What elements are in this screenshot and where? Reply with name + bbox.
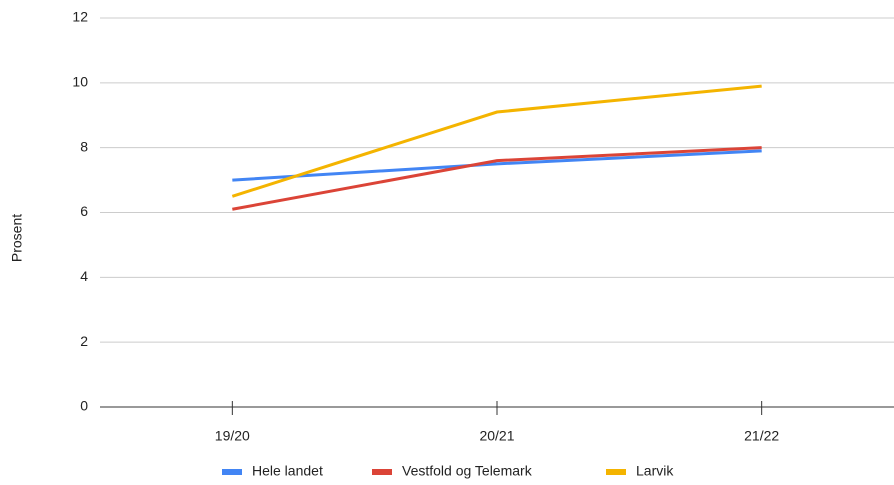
y-tick-label: 2 bbox=[80, 333, 88, 349]
y-tick-label: 12 bbox=[72, 9, 88, 25]
line-series bbox=[232, 149, 762, 182]
x-tick-label: 21/22 bbox=[744, 428, 779, 444]
legend-swatch bbox=[372, 469, 392, 475]
y-tick-label: 0 bbox=[80, 398, 88, 414]
y-tick-label: 8 bbox=[80, 138, 88, 154]
y-tick-label: 10 bbox=[72, 74, 88, 90]
line-series bbox=[231, 84, 762, 198]
y-tick-label: 6 bbox=[80, 203, 88, 219]
legend-label: Larvik bbox=[636, 463, 674, 479]
legend-swatch bbox=[222, 469, 242, 475]
legend-label: Vestfold og Telemark bbox=[402, 463, 533, 479]
y-axis-label: Prosent bbox=[9, 214, 25, 262]
legend-swatch bbox=[606, 469, 626, 475]
y-tick-label: 4 bbox=[80, 268, 88, 284]
legend-label: Hele landet bbox=[252, 463, 323, 479]
x-tick-label: 20/21 bbox=[479, 428, 514, 444]
line-series bbox=[232, 146, 762, 211]
x-tick-label: 19/20 bbox=[215, 428, 250, 444]
